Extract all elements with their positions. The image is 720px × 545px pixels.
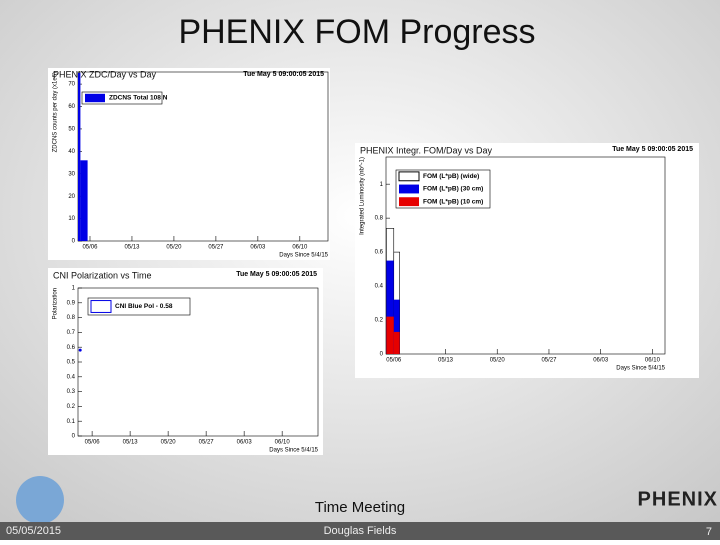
phenix-logo: PHENIX [638,488,718,510]
y-tick-label: 0.4 [375,284,384,290]
legend-swatch [399,197,419,207]
x-tick-label: 05/06 [386,358,402,364]
x-tick-label: 06/03 [237,440,253,446]
hist-bar [386,260,394,354]
x-tick-label: 05/13 [124,245,140,251]
point [78,348,82,352]
y-tick-label: 0.6 [67,345,76,351]
chart-title: CNI Polarization vs Time [53,270,152,280]
legend-box [87,297,191,316]
hist-bar [393,331,400,354]
x-tick-label: 06/10 [292,245,308,251]
x-tick-label: 05/13 [438,358,454,364]
hist-bar [393,299,400,354]
charts: PHENIX ZDC/Day vs Day Tue May 5 09:00:05 … [48,68,699,455]
legend-swatch [85,93,105,103]
x-axis-label: Days Since 5/4/15 [279,253,328,259]
author: Douglas Fields [324,525,397,537]
legend-swatch [399,184,419,194]
legend-label: ZDCNS Total 108 N [109,95,168,102]
x-tick-label: 06/10 [645,358,661,364]
y-tick-label: 1 [380,182,384,188]
x-axis-label: Days Since 5/4/15 [616,366,665,372]
y-tick-label: 0.8 [67,315,76,321]
y-tick-label: 30 [68,171,75,177]
chart-title: PHENIX Integr. FOM/Day vs Day [360,145,493,155]
y-tick-label: 0.7 [67,330,76,336]
timestamp: Tue May 5 09:00:05 2015 [236,271,317,278]
y-tick-label: 0.5 [67,360,76,366]
y-tick-label: 0 [72,434,76,440]
footer-bar [0,522,720,540]
legend-label: CNI Blue Pol - 0.58 [115,303,173,310]
y-axis-label: ZDCNS counts per day (x1e6) [53,72,59,152]
x-tick-label: 05/06 [82,245,98,251]
slide-title: PHENIX FOM Progress [178,13,535,51]
x-tick-label: 06/03 [593,358,609,364]
legend-label: FOM (L*pB) (30 cm) [423,186,483,193]
legend-label: FOM (L*pB) (10 cm) [423,198,483,205]
y-tick-label: 0.3 [67,389,76,395]
y-tick-label: 50 [68,127,75,133]
y-tick-label: 0.1 [67,419,76,425]
y-axis-label: Integrated Luminosity (nb^-1) [360,157,366,235]
y-tick-label: 0.6 [375,250,384,256]
x-tick-label: 05/27 [208,245,224,251]
x-tick-label: 05/13 [123,440,139,446]
y-tick-label: 60 [68,104,75,110]
y-tick-label: 0 [380,352,384,358]
y-tick-label: 0.8 [375,216,384,222]
y-tick-label: 70 [68,82,75,88]
x-tick-label: 05/20 [161,440,177,446]
chart-panel [48,268,323,455]
x-tick-label: 05/06 [85,440,101,446]
legend-label: FOM (L*pB) (wide) [423,173,479,180]
meeting: Time Meeting [315,499,405,516]
y-tick-label: 0.4 [67,374,76,380]
y-tick-label: 0.2 [67,404,76,410]
y-tick-label: 0.2 [375,318,384,324]
y-tick-label: 0.9 [67,300,76,306]
y-tick-label: 40 [68,149,75,155]
x-tick-label: 05/20 [490,358,506,364]
y-tick-label: 20 [68,194,75,200]
hist-bar [80,160,88,241]
x-tick-label: 06/03 [250,245,266,251]
y-axis-label: Polarization [53,288,59,319]
y-tick-label: 10 [68,216,75,222]
x-tick-label: 05/20 [166,245,182,251]
left-logo [16,476,64,524]
legend-swatch [398,171,420,182]
page-number: 7 [706,526,712,538]
plot-frame [385,156,666,355]
x-tick-label: 05/27 [199,440,215,446]
hist-bar [386,316,394,354]
chart-title: PHENIX ZDC/Day vs Day [53,69,157,79]
timestamp: Tue May 5 09:00:05 2015 [243,71,324,78]
x-axis-label: Days Since 5/4/15 [269,448,318,454]
y-tick-label: 1 [72,286,76,292]
date: 05/05/2015 [6,525,61,537]
y-tick-label: 0 [72,239,76,245]
legend-swatch [90,300,112,313]
x-tick-label: 05/27 [541,358,557,364]
timestamp: Tue May 5 09:00:05 2015 [612,146,693,153]
x-tick-label: 06/10 [275,440,291,446]
hist-bar [78,72,81,242]
